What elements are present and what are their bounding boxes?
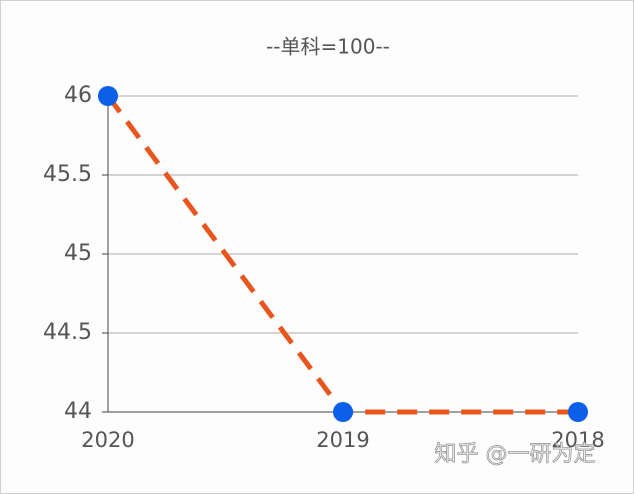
point-marker bbox=[333, 402, 353, 422]
y-tick-label: 44.5 bbox=[43, 320, 92, 345]
y-tick-label: 46 bbox=[64, 83, 92, 108]
chart-title: --单科=100-- bbox=[266, 35, 390, 59]
y-tick-label: 44 bbox=[64, 399, 92, 424]
point-marker bbox=[98, 86, 118, 106]
y-tick-label: 45.5 bbox=[43, 162, 92, 187]
point-marker bbox=[568, 402, 588, 422]
x-tick-label: 2018 bbox=[551, 428, 604, 452]
y-tick-label: 45 bbox=[64, 241, 92, 266]
x-tick-label: 2020 bbox=[81, 428, 134, 452]
x-tick-label: 2019 bbox=[316, 428, 369, 452]
watermark: 知乎 @一研为定 bbox=[435, 442, 596, 467]
